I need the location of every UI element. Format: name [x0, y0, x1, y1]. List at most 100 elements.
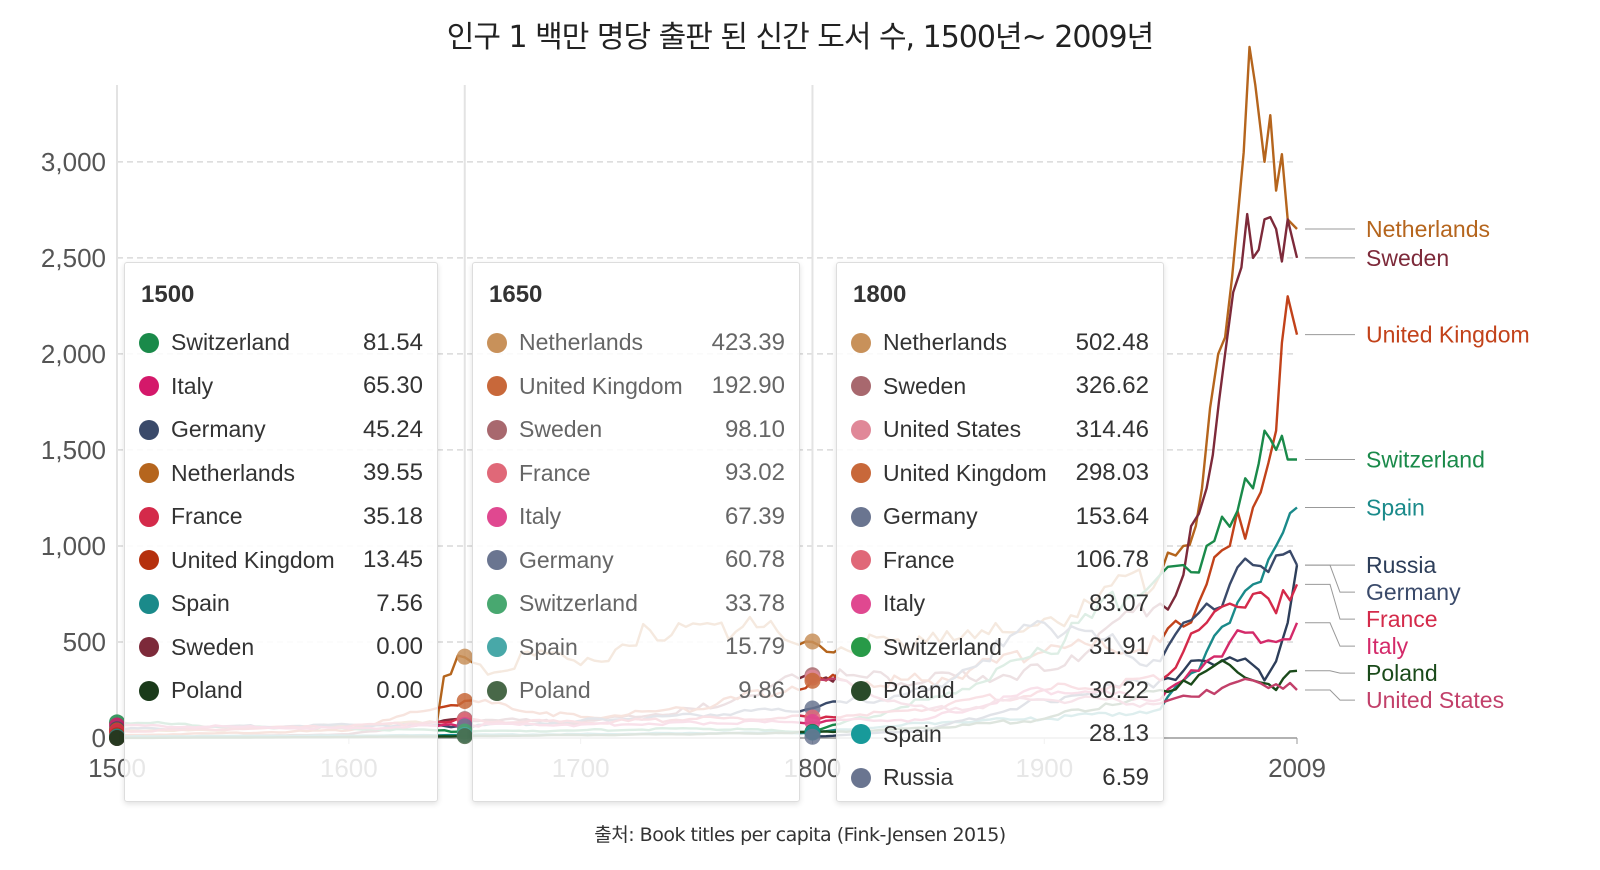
tooltip-row-value: 67.39 [724, 502, 785, 530]
tooltip-1500: 1500 Switzerland 81.54 Italy 65.30 Germany 45… [124, 262, 438, 802]
end-label-united-kingdom: United Kingdom [1366, 322, 1530, 348]
tooltip-year: 1800 [853, 281, 907, 308]
legend-dot-icon [487, 376, 507, 397]
tooltip-row-name: Spain [883, 720, 942, 747]
tooltip-row-name: France [883, 546, 955, 573]
tooltip-row-name: Germany [883, 503, 978, 530]
tooltip-row-name: France [519, 459, 591, 486]
tooltip-rows: Netherlands 502.48 Sweden 326.62 United Stat… [851, 321, 1149, 800]
tooltip-row-name: Poland [883, 677, 955, 704]
label-connector [1305, 622, 1355, 647]
tooltip-row: Russia 6.59 [851, 756, 1149, 800]
label-connector [1305, 564, 1355, 593]
tooltip-row-name: Sweden [171, 633, 255, 660]
end-label-poland: Poland [1366, 660, 1438, 686]
tooltip-row: France 35.18 [139, 495, 423, 539]
legend-dot-icon [139, 332, 159, 353]
tooltip-row-name: Sweden [519, 416, 603, 443]
tooltip-row: Spain 28.13 [851, 713, 1149, 757]
end-label-germany: Germany [1366, 579, 1461, 605]
tooltip-row: Germany 153.64 [851, 495, 1149, 539]
tooltip-row: France 93.02 [487, 452, 785, 496]
tooltip-row-value: 192.90 [711, 372, 785, 400]
tooltip-row: Italy 67.39 [487, 495, 785, 539]
end-label-united-states: United States [1366, 687, 1504, 713]
tooltip-year: 1650 [489, 281, 543, 308]
tooltip-row-value: 0.00 [376, 676, 423, 704]
tooltip-row: Poland 9.86 [487, 669, 785, 713]
tooltip-row: France 106.78 [851, 539, 1149, 583]
end-label-spain: Spain [1366, 495, 1425, 521]
tooltip-row-value: 28.13 [1088, 720, 1149, 748]
tooltip-row-name: Italy [171, 372, 214, 399]
legend-dot-icon [851, 724, 871, 745]
tooltip-row-value: 81.54 [362, 328, 423, 356]
legend-dot-icon [487, 419, 507, 440]
tooltip-row-value: 6.59 [1102, 763, 1149, 791]
tooltip-row-name: United Kingdom [883, 459, 1047, 486]
tooltip-row: Spain 7.56 [139, 582, 423, 626]
legend-dot-icon [487, 463, 507, 484]
tooltip-row-name: Netherlands [171, 459, 296, 486]
tooltip-row-value: 83.07 [1088, 589, 1149, 617]
tooltip-row-name: Germany [171, 416, 266, 443]
legend-dot-icon [139, 463, 159, 484]
tooltip-row-value: 298.03 [1075, 459, 1149, 487]
tooltip-row-value: 98.10 [724, 415, 785, 443]
tooltip-row-name: Poland [519, 677, 591, 704]
tooltip-row: Poland 30.22 [851, 669, 1149, 713]
tooltip-row-value: 31.91 [1088, 633, 1149, 661]
legend-dot-icon [851, 332, 871, 353]
tooltip-row-value: 7.56 [376, 589, 423, 617]
legend-dot-icon [139, 419, 159, 440]
legend-dot-icon [487, 637, 507, 658]
legend-dot-icon [851, 419, 871, 440]
legend-dot-icon [851, 767, 871, 788]
legend-dot-icon [851, 376, 871, 397]
tooltip-row-name: Spain [171, 590, 230, 617]
tooltip-row-name: Russia [883, 764, 954, 791]
y-tick-label: 1,500 [41, 435, 106, 465]
tooltip-row-value: 106.78 [1075, 546, 1149, 574]
tooltip-year: 1500 [141, 281, 195, 308]
tooltip-row-name: Italy [883, 590, 926, 617]
tooltip-row-value: 30.22 [1088, 676, 1149, 704]
tooltip-row-name: Italy [519, 503, 562, 530]
legend-dot-icon [139, 506, 159, 527]
tooltip-row: Netherlands 39.55 [139, 452, 423, 496]
data-marker [456, 692, 473, 709]
tooltip-row-value: 423.39 [711, 328, 785, 356]
data-marker [456, 648, 473, 665]
tooltip-row-name: United Kingdom [171, 546, 335, 573]
legend-dot-icon [487, 506, 507, 527]
data-marker [804, 728, 821, 745]
tooltip-row: Germany 60.78 [487, 539, 785, 583]
tooltip-row: Sweden 0.00 [139, 626, 423, 670]
tooltip-row-name: Sweden [883, 372, 967, 399]
end-label-netherlands: Netherlands [1366, 216, 1490, 242]
legend-dot-icon [851, 637, 871, 658]
tooltip-row-name: Netherlands [519, 329, 644, 356]
tooltip-row: Italy 83.07 [851, 582, 1149, 626]
legend-dot-icon [487, 332, 507, 353]
legend-dot-icon [851, 680, 871, 701]
tooltip-row-value: 60.78 [724, 546, 785, 574]
tooltip-row: Spain 15.79 [487, 626, 785, 670]
legend-dot-icon [851, 593, 871, 614]
label-connector [1305, 583, 1355, 620]
legend-dot-icon [851, 550, 871, 571]
tooltip-row-value: 35.18 [362, 502, 423, 530]
tooltip-row-value: 9.86 [738, 676, 785, 704]
end-label-italy: Italy [1366, 633, 1409, 659]
tooltip-row-name: Netherlands [883, 329, 1008, 356]
tooltip-row-name: Germany [519, 546, 614, 573]
tooltip-1650: 1650 Netherlands 423.39 United Kingdom 192.… [472, 262, 800, 802]
tooltip-row-value: 33.78 [724, 589, 785, 617]
tooltip-rows: Switzerland 81.54 Italy 65.30 Germany 45.24 Ne… [139, 321, 423, 713]
legend-dot-icon [139, 550, 159, 571]
data-marker [456, 728, 473, 745]
end-label-sweden: Sweden [1366, 245, 1449, 271]
tooltip-row-value: 0.00 [376, 633, 423, 661]
legend-dot-icon [487, 550, 507, 571]
end-label-russia: Russia [1366, 552, 1437, 578]
